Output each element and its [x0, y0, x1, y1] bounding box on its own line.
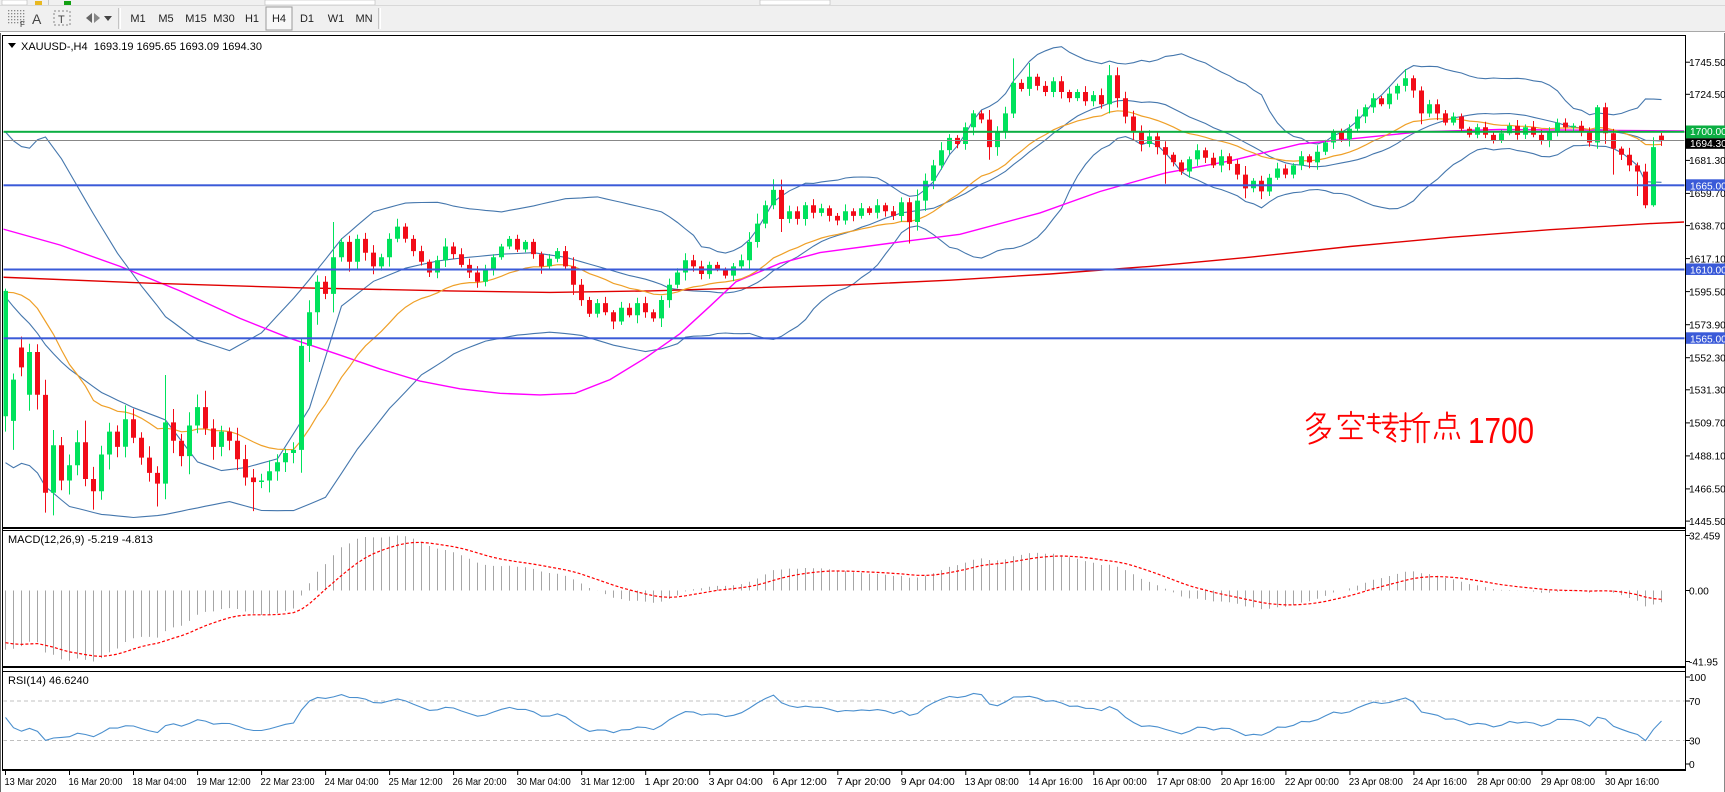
svg-text:22 Apr 00:00: 22 Apr 00:00 — [1285, 777, 1339, 788]
svg-text:30: 30 — [1689, 736, 1701, 747]
svg-text:A: A — [32, 11, 42, 27]
svg-text:MN: MN — [355, 13, 372, 25]
svg-text:29 Apr 08:00: 29 Apr 08:00 — [1541, 777, 1595, 788]
svg-text:H1: H1 — [245, 13, 259, 25]
svg-text:1445.50: 1445.50 — [1689, 517, 1725, 528]
svg-text:-41.95: -41.95 — [1689, 657, 1718, 668]
svg-text:M1: M1 — [130, 13, 145, 25]
svg-text:1665.00: 1665.00 — [1690, 181, 1725, 192]
svg-text:1700: 1700 — [1468, 410, 1534, 451]
svg-text:M30: M30 — [213, 13, 234, 25]
svg-text:T: T — [58, 14, 65, 26]
svg-text:18 Mar 04:00: 18 Mar 04:00 — [133, 777, 187, 788]
svg-text:1509.70: 1509.70 — [1689, 419, 1725, 430]
svg-text:30 Apr 16:00: 30 Apr 16:00 — [1605, 777, 1659, 788]
svg-text:1573.90: 1573.90 — [1689, 321, 1725, 332]
svg-text:1595.50: 1595.50 — [1689, 287, 1725, 298]
svg-text:20 Apr 16:00: 20 Apr 16:00 — [1221, 777, 1275, 788]
svg-text:1700.00: 1700.00 — [1690, 127, 1725, 138]
svg-text:17 Apr 08:00: 17 Apr 08:00 — [1157, 777, 1211, 788]
svg-text:7 Apr 20:00: 7 Apr 20:00 — [837, 777, 891, 788]
svg-text:D1: D1 — [300, 13, 314, 25]
svg-text:W1: W1 — [328, 13, 345, 25]
svg-text:13 Apr 08:00: 13 Apr 08:00 — [965, 777, 1019, 788]
svg-text:22 Mar 23:00: 22 Mar 23:00 — [261, 777, 315, 788]
svg-text:25 Mar 12:00: 25 Mar 12:00 — [389, 777, 443, 788]
svg-text:31 Mar 12:00: 31 Mar 12:00 — [581, 777, 635, 788]
svg-text:1552.30: 1552.30 — [1689, 354, 1725, 365]
svg-text:H4: H4 — [272, 13, 286, 25]
svg-text:1659.70: 1659.70 — [1689, 189, 1725, 200]
svg-text:70: 70 — [1689, 697, 1701, 708]
svg-text:1638.70: 1638.70 — [1689, 221, 1725, 232]
svg-text:MACD(12,26,9) -5.219 -4.813: MACD(12,26,9) -5.219 -4.813 — [8, 534, 153, 546]
svg-text:16 Mar 20:00: 16 Mar 20:00 — [69, 777, 123, 788]
svg-text:24 Apr 16:00: 24 Apr 16:00 — [1413, 777, 1467, 788]
svg-text:13 Mar 2020: 13 Mar 2020 — [5, 777, 57, 788]
svg-text:9 Apr 04:00: 9 Apr 04:00 — [901, 777, 955, 788]
svg-text:30 Mar 04:00: 30 Mar 04:00 — [517, 777, 571, 788]
svg-text:1681.30: 1681.30 — [1689, 156, 1725, 167]
svg-text:F: F — [20, 20, 25, 29]
svg-text:RSI(14) 46.6240: RSI(14) 46.6240 — [8, 675, 89, 687]
svg-text:19 Mar 12:00: 19 Mar 12:00 — [197, 777, 251, 788]
svg-text:32.459: 32.459 — [1689, 531, 1720, 542]
svg-text:0.00: 0.00 — [1689, 586, 1709, 597]
svg-text:3 Apr 04:00: 3 Apr 04:00 — [709, 777, 763, 788]
svg-text:1745.50: 1745.50 — [1689, 58, 1725, 69]
svg-text:23 Apr 08:00: 23 Apr 08:00 — [1349, 777, 1403, 788]
svg-text:M15: M15 — [185, 13, 206, 25]
svg-text:1724.50: 1724.50 — [1689, 90, 1725, 101]
svg-text:24 Mar 04:00: 24 Mar 04:00 — [325, 777, 379, 788]
svg-text:1610.00: 1610.00 — [1690, 266, 1725, 277]
svg-text:14 Apr 16:00: 14 Apr 16:00 — [1029, 777, 1083, 788]
svg-text:16 Apr 00:00: 16 Apr 00:00 — [1093, 777, 1147, 788]
svg-text:1694.30: 1694.30 — [1690, 139, 1725, 150]
svg-text:1488.10: 1488.10 — [1689, 452, 1725, 463]
svg-text:1617.10: 1617.10 — [1689, 254, 1725, 265]
svg-text:28 Apr 00:00: 28 Apr 00:00 — [1477, 777, 1531, 788]
svg-text:6 Apr 12:00: 6 Apr 12:00 — [773, 777, 827, 788]
svg-text:0: 0 — [1689, 760, 1695, 771]
svg-text:M5: M5 — [158, 13, 173, 25]
svg-text:100: 100 — [1689, 673, 1706, 684]
svg-text:XAUUSD-,H4 1693.19 1695.65 16: XAUUSD-,H4 1693.19 1695.65 1693.09 1694.… — [21, 41, 262, 53]
svg-text:1466.50: 1466.50 — [1689, 485, 1725, 496]
svg-text:1531.30: 1531.30 — [1689, 386, 1725, 397]
svg-text:1 Apr 20:00: 1 Apr 20:00 — [645, 777, 699, 788]
svg-text:1565.00: 1565.00 — [1690, 334, 1725, 345]
svg-text:26 Mar 20:00: 26 Mar 20:00 — [453, 777, 507, 788]
